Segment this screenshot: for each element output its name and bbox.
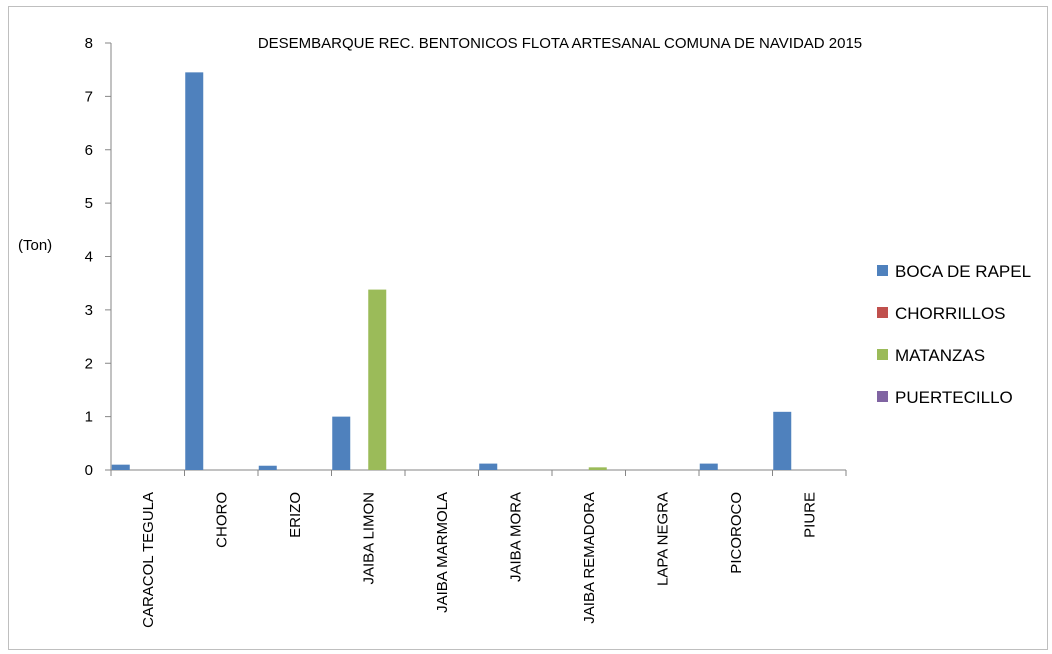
bar <box>258 465 277 470</box>
legend-label: CHORRILLOS <box>895 304 1006 323</box>
x-tick-label: PIURE <box>801 492 818 538</box>
x-tick-label: LAPA NEGRA <box>654 492 671 586</box>
legend: BOCA DE RAPEL CHORRILLOS MATANZAS PUERTECIL… <box>877 262 1031 407</box>
x-tick-label: JAIBA MARMOLA <box>434 492 451 613</box>
legend-swatch <box>877 391 888 402</box>
y-tick-label: 4 <box>85 249 93 266</box>
chart-title: DESEMBARQUE REC. BENTONICOS FLOTA ARTESA… <box>258 35 862 52</box>
legend-swatch <box>877 307 888 318</box>
y-axis-label: (Ton) <box>18 237 52 254</box>
plot-area: 0 1 2 3 4 5 6 7 8 CARACOL TEGULA CHORO ERIZO JAIBA L… <box>85 35 847 628</box>
y-tick-label: 8 <box>85 35 93 52</box>
x-tick-label: ERIZO <box>287 492 304 538</box>
legend-swatch <box>877 265 888 276</box>
y-tick-label: 2 <box>85 355 93 372</box>
bar <box>368 289 387 470</box>
chart-area <box>8 6 1048 650</box>
legend-swatch <box>877 349 888 360</box>
x-tick-label: CARACOL TEGULA <box>140 492 157 628</box>
y-tick-label: 3 <box>85 302 93 319</box>
bar <box>111 464 130 470</box>
y-tick-label: 0 <box>85 462 93 479</box>
legend-label: BOCA DE RAPEL <box>895 262 1031 281</box>
y-tick-label: 5 <box>85 195 93 212</box>
bar <box>479 463 498 470</box>
x-tick-label: JAIBA LIMON <box>360 492 377 585</box>
x-tick-label: CHORO <box>213 492 230 548</box>
x-tick-label: JAIBA MORA <box>507 492 524 582</box>
bar <box>332 416 351 470</box>
y-tick-label: 6 <box>85 142 93 159</box>
legend-label: PUERTECILLO <box>895 388 1013 407</box>
legend-label: MATANZAS <box>895 346 985 365</box>
bar <box>588 467 607 470</box>
x-tick-label: JAIBA REMADORA <box>581 492 598 624</box>
y-tick-label: 1 <box>85 409 93 426</box>
bar <box>185 72 204 470</box>
y-tick-label: 7 <box>85 88 93 105</box>
bar <box>773 411 792 470</box>
x-tick-label: PICOROCO <box>728 492 745 574</box>
bar <box>699 463 718 470</box>
